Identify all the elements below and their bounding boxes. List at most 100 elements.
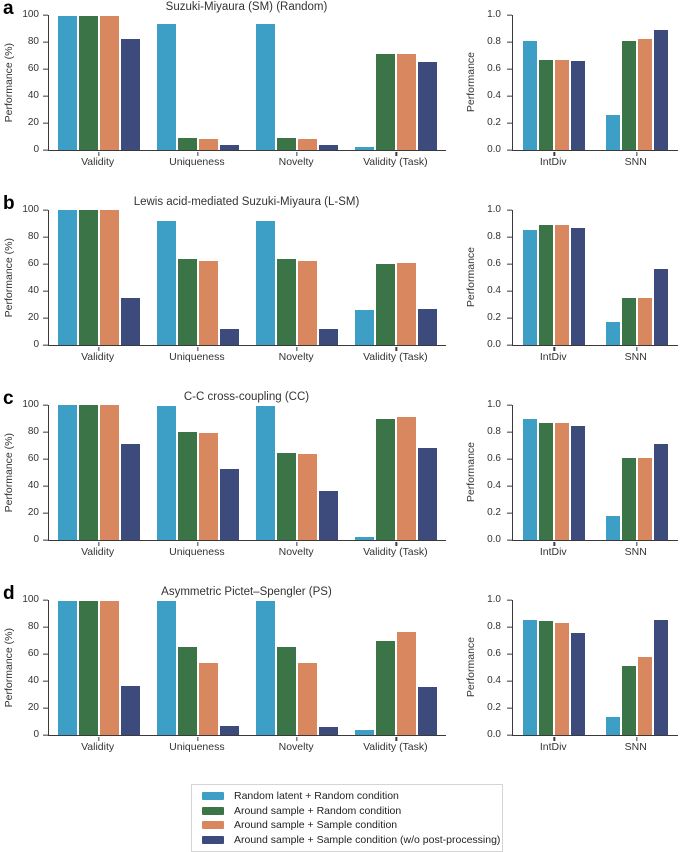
bar-group-validity: [49, 600, 148, 735]
y-axis-ticks: 0.0 0.2 0.4 0.6 0.8 1.0: [478, 205, 506, 350]
y-tick-label: 0.4: [487, 90, 501, 101]
legend-label: Random latent + Random condition: [234, 790, 399, 803]
bar: [256, 600, 276, 735]
bar-group-snn: [596, 405, 679, 540]
bar: [277, 452, 297, 540]
bar-group-validity: [49, 405, 148, 540]
bar: [277, 647, 297, 735]
y-tick-label: 1.0: [487, 9, 501, 20]
y-tick-mark: [507, 344, 512, 346]
y-axis-ticks: 0.0 0.2 0.4 0.6 0.8 1.0: [478, 10, 506, 155]
y-tick-mark: [507, 209, 512, 211]
bar-group-uniqueness: [148, 15, 247, 150]
x-tick-mark: [636, 541, 638, 546]
bar: [539, 620, 554, 735]
x-tick-mark: [636, 736, 638, 741]
bar: [78, 600, 98, 735]
panel-c: c C-C cross-coupling (CC) Performance (%…: [0, 388, 685, 585]
legend-swatch-navy: [202, 835, 224, 844]
x-tick-label: Validity (Task): [363, 351, 428, 363]
bar-group-intdiv: [513, 405, 596, 540]
legend-swatch-blue: [202, 792, 224, 801]
x-tick-mark: [197, 346, 199, 351]
bar: [539, 224, 554, 345]
x-tick-label: IntDiv: [539, 351, 567, 363]
y-tick-label: 40: [27, 480, 39, 491]
bar: [57, 600, 77, 735]
plot-area: [43, 599, 446, 741]
bar: [605, 114, 620, 150]
x-axis-labels: Validity Uniqueness Novelty Validity (Task): [48, 351, 445, 363]
bar-chart-ps-similarity: Performance 0.0 0.2 0.4 0.6 0.8 1.0 IntDiv SNN: [460, 585, 685, 765]
y-tick-label: 80: [27, 231, 39, 242]
bar-group-novelty: [248, 15, 347, 150]
y-tick-mark: [43, 512, 48, 514]
bar: [156, 220, 176, 345]
x-tick-label: SNN: [624, 156, 647, 168]
bar: [57, 210, 77, 345]
x-tick-label: IntDiv: [539, 156, 567, 168]
bar-group-snn: [596, 210, 679, 345]
y-tick-mark: [507, 512, 512, 514]
bar: [397, 631, 417, 735]
bar: [418, 308, 438, 345]
y-axis-label: Performance (%): [3, 432, 15, 513]
x-tick-mark: [636, 151, 638, 156]
bar: [277, 259, 297, 345]
bar-group-validity: [49, 210, 148, 345]
chart-title: Asymmetric Pictet–Spengler (PS): [161, 586, 332, 598]
bar: [637, 457, 652, 540]
y-tick-mark: [43, 458, 48, 460]
y-tick-mark: [43, 626, 48, 628]
y-tick-label: 0.0: [487, 339, 501, 350]
y-tick-mark: [507, 485, 512, 487]
y-tick-mark: [43, 236, 48, 238]
bar-group-snn: [596, 15, 679, 150]
bar: [571, 633, 586, 735]
bar: [637, 656, 652, 735]
bar: [177, 259, 197, 345]
bar: [99, 405, 119, 540]
x-tick-mark: [553, 151, 555, 156]
y-tick-mark: [43, 263, 48, 265]
bar-group-validity-task-: [347, 405, 446, 540]
y-tick-mark: [43, 41, 48, 43]
bar: [57, 405, 77, 540]
bar: [198, 261, 218, 345]
bar: [621, 666, 636, 735]
x-tick-mark: [553, 541, 555, 546]
plot-area: [507, 599, 678, 741]
y-tick-label: 0.2: [487, 702, 501, 713]
legend-label: Around sample + Random condition: [234, 804, 402, 817]
bar: [177, 432, 197, 540]
bar: [418, 687, 438, 735]
bar: [621, 297, 636, 345]
y-tick-label: 60: [27, 63, 39, 74]
y-tick-mark: [43, 734, 48, 736]
bar: [523, 418, 538, 540]
chart-title: Suzuki-Miyaura (SM) (Random): [165, 1, 328, 13]
x-tick-mark: [97, 151, 100, 156]
bar: [355, 536, 375, 540]
y-tick-mark: [43, 68, 48, 70]
y-tick-mark: [43, 122, 48, 124]
y-tick-label: 0.4: [487, 480, 501, 491]
y-tick-mark: [43, 317, 48, 319]
bar: [256, 24, 276, 150]
y-tick-label: 1.0: [487, 399, 501, 410]
y-tick-label: 0.4: [487, 675, 501, 686]
bar: [355, 309, 375, 345]
bar: [219, 328, 239, 345]
y-tick-mark: [507, 458, 512, 460]
bar: [319, 726, 339, 735]
bar: [198, 138, 218, 150]
y-tick-label: 0.6: [487, 453, 501, 464]
y-tick-mark: [507, 317, 512, 319]
x-axis-labels: Validity Uniqueness Novelty Validity (Task): [48, 741, 445, 753]
panel-b: b Lewis acid-mediated Suzuki-Miyaura (L-…: [0, 193, 685, 390]
bar: [156, 406, 176, 540]
bar: [397, 54, 417, 150]
y-tick-label: 0.6: [487, 648, 501, 659]
bar-group-novelty: [248, 600, 347, 735]
x-tick-mark: [97, 346, 100, 351]
